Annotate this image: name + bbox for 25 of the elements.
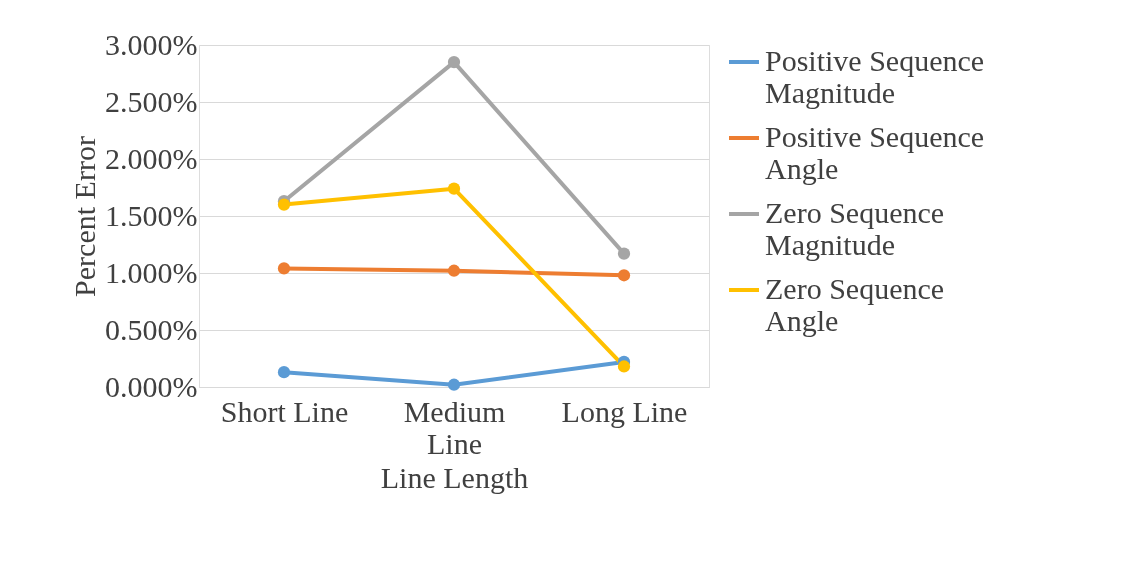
- point: [447, 182, 461, 195]
- y-tick-label: 1.000%: [105, 255, 198, 289]
- legend-label: Zero Sequence Magnitude: [765, 196, 945, 261]
- point: [617, 269, 631, 282]
- legend-label: Positive Sequence Angle: [765, 120, 985, 185]
- legend-label: Positive Sequence Magnitude: [765, 44, 985, 109]
- y-tick-label: 1.500%: [105, 198, 198, 232]
- y-tick-label: 2.500%: [105, 84, 198, 118]
- point: [277, 366, 291, 379]
- y-tick-label: 0.000%: [105, 369, 198, 403]
- x-tick-label: Short Line: [220, 394, 349, 428]
- point: [617, 360, 631, 373]
- point: [447, 378, 461, 391]
- point: [447, 55, 461, 69]
- x-tick-label: Medium Line: [403, 394, 506, 460]
- y-tick-label: 2.000%: [105, 141, 198, 175]
- point: [617, 247, 631, 260]
- y-tick-label: 3.000%: [105, 27, 198, 61]
- y-tick-label: 0.500%: [105, 312, 198, 346]
- legend-label: Zero Sequence Angle: [765, 272, 945, 337]
- point: [277, 262, 291, 275]
- x-tick-label: Long Line: [561, 394, 688, 428]
- y-axis-title: Percent Error: [68, 136, 102, 297]
- point: [447, 264, 461, 277]
- x-axis-title: Line Length: [380, 460, 529, 494]
